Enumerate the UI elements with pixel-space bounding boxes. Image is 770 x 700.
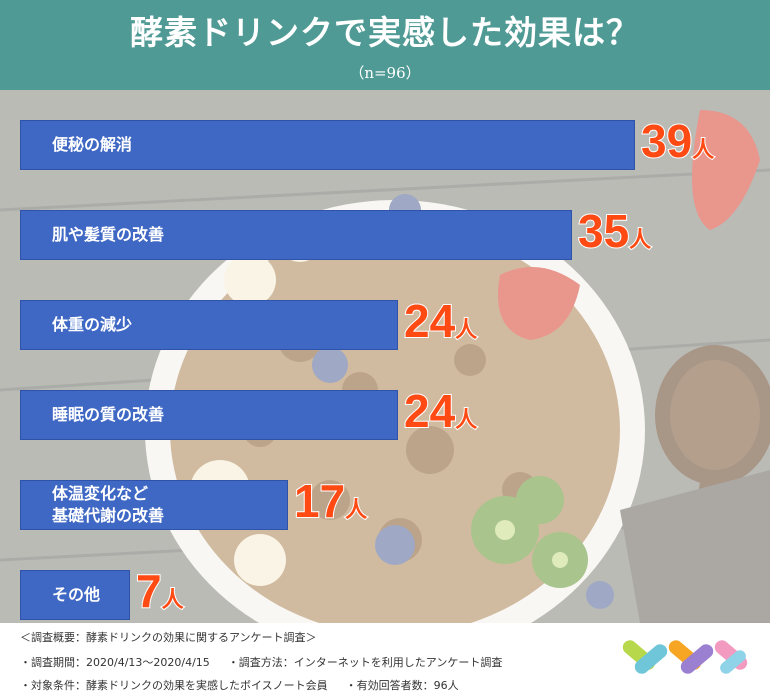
bar-category-label: 睡眠の質の改善 (52, 405, 165, 424)
bar-value-number: 7 (135, 564, 163, 618)
survey-period: ・調査期間：2020/4/13〜2020/4/15 (20, 656, 210, 669)
chart-title: 酵素ドリンクで実感した効果は？ (130, 13, 640, 52)
bar (20, 570, 130, 620)
bar-value-unit: 人 (454, 406, 478, 433)
bar-value-label: 17人 (293, 474, 368, 528)
bar (20, 390, 398, 440)
brand-logo (622, 640, 748, 674)
survey-target-row: ・対象条件：酵素ドリンクの効果を実感したボイスノート会員 ・有効回答者数：96人 (20, 677, 459, 693)
sample-size: （n=96） (349, 64, 421, 82)
bar-value-label: 35人 (577, 204, 652, 258)
bar (20, 300, 398, 350)
photo-overlay (0, 90, 770, 623)
bar-value-label: 24人 (403, 384, 478, 438)
bar-value-unit: 人 (454, 316, 478, 343)
header-banner: 酵素ドリンクで実感した効果は？ （n=96） (0, 0, 770, 90)
bar-category-label: 便秘の解消 (52, 135, 133, 154)
bar-value-label: 7人 (135, 564, 185, 618)
bar-value-label: 39人 (640, 114, 715, 168)
survey-details-row: ・調査期間：2020/4/13〜2020/4/15 ・調査方法：インターネットを利… (20, 654, 502, 670)
bar-value-number: 17 (293, 474, 346, 528)
bar-value-unit: 人 (344, 496, 368, 523)
bar (20, 210, 572, 260)
bar-value-unit: 人 (691, 136, 715, 163)
bar (20, 120, 635, 170)
bar-category-label: 体温変化など 基礎代謝の改善 (52, 484, 165, 525)
survey-target: ・対象条件：酵素ドリンクの効果を実感したボイスノート会員 (20, 679, 328, 692)
bar (20, 480, 288, 530)
bar-category-label: 肌や髪質の改善 (52, 225, 165, 244)
background-photo (0, 90, 770, 623)
bar-category-label: 体重の減少 (52, 315, 133, 334)
bar-category-label: その他 (52, 585, 101, 604)
bar-value-label: 24人 (403, 294, 478, 348)
bar-value-number: 39 (640, 114, 693, 168)
bar-value-unit: 人 (628, 226, 652, 253)
survey-summary: ＜調査概要：酵素ドリンクの効果に関するアンケート調査＞ (20, 631, 317, 644)
survey-method: ・調査方法：インターネットを利用したアンケート調査 (227, 656, 503, 669)
bar-value-number: 35 (577, 204, 630, 258)
bar-value-number: 24 (403, 294, 456, 348)
bar-value-unit: 人 (161, 586, 185, 613)
respondent-count: ・有効回答者数：96人 (345, 679, 459, 692)
bar-value-number: 24 (403, 384, 456, 438)
